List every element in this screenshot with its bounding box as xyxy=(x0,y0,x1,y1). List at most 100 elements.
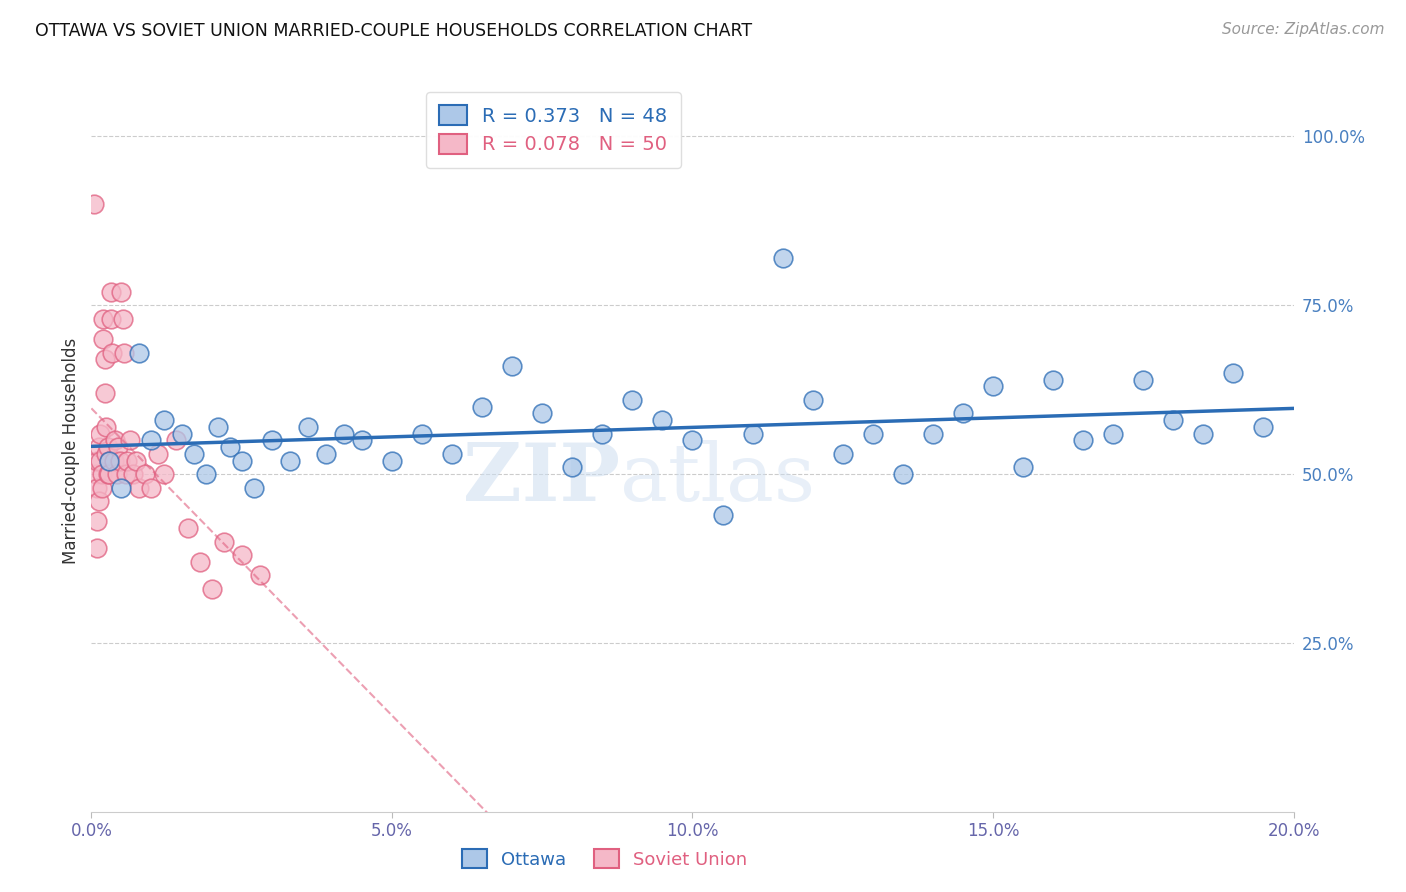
Point xyxy=(104,434,127,448)
Point xyxy=(96,447,118,461)
Point xyxy=(98,467,121,481)
Point xyxy=(165,434,187,448)
Point xyxy=(96,420,118,434)
Point xyxy=(86,453,108,467)
Point xyxy=(1161,413,1184,427)
Point xyxy=(231,548,253,562)
Point xyxy=(91,481,114,495)
Point xyxy=(117,453,139,467)
Point xyxy=(152,413,174,427)
Point xyxy=(1192,426,1215,441)
Point xyxy=(122,467,145,481)
Point xyxy=(100,285,122,299)
Point xyxy=(242,481,264,495)
Point xyxy=(110,453,132,467)
Point xyxy=(87,494,110,508)
Point xyxy=(651,413,673,427)
Point xyxy=(1012,460,1035,475)
Point xyxy=(1222,366,1244,380)
Point xyxy=(107,440,129,454)
Text: ZIP: ZIP xyxy=(464,441,620,518)
Point xyxy=(1071,434,1094,448)
Legend: R = 0.373   N = 48, R = 0.078   N = 50: R = 0.373 N = 48, R = 0.078 N = 50 xyxy=(426,92,681,168)
Point xyxy=(194,467,217,481)
Point xyxy=(97,467,120,481)
Point xyxy=(114,345,136,359)
Point xyxy=(98,453,121,467)
Point xyxy=(86,481,108,495)
Point xyxy=(128,345,150,359)
Point xyxy=(381,453,404,467)
Point xyxy=(152,467,174,481)
Point xyxy=(128,481,150,495)
Point xyxy=(260,434,283,448)
Point xyxy=(471,400,494,414)
Point xyxy=(89,440,111,454)
Point xyxy=(561,460,583,475)
Point xyxy=(952,406,974,420)
Point xyxy=(101,345,124,359)
Point xyxy=(681,434,703,448)
Point xyxy=(98,453,121,467)
Point xyxy=(146,447,169,461)
Point xyxy=(207,420,229,434)
Point xyxy=(741,426,763,441)
Point xyxy=(103,453,125,467)
Point xyxy=(801,392,824,407)
Text: atlas: atlas xyxy=(620,441,815,518)
Point xyxy=(297,420,319,434)
Point xyxy=(350,434,373,448)
Point xyxy=(891,467,914,481)
Point xyxy=(93,332,115,346)
Point xyxy=(183,447,205,461)
Point xyxy=(772,251,794,265)
Point xyxy=(188,555,211,569)
Point xyxy=(90,467,112,481)
Point xyxy=(86,514,108,528)
Point xyxy=(100,311,122,326)
Point xyxy=(170,426,193,441)
Point xyxy=(531,406,554,420)
Point xyxy=(591,426,613,441)
Point xyxy=(84,467,107,481)
Point xyxy=(278,453,301,467)
Point xyxy=(441,447,464,461)
Point xyxy=(97,440,120,454)
Point xyxy=(176,521,198,535)
Text: Source: ZipAtlas.com: Source: ZipAtlas.com xyxy=(1222,22,1385,37)
Point xyxy=(333,426,356,441)
Point xyxy=(120,434,142,448)
Point xyxy=(621,392,644,407)
Legend: Ottawa, Soviet Union: Ottawa, Soviet Union xyxy=(454,842,755,876)
Point xyxy=(231,453,253,467)
Point xyxy=(141,434,163,448)
Point xyxy=(201,582,224,596)
Point xyxy=(125,453,148,467)
Point xyxy=(218,440,240,454)
Text: OTTAWA VS SOVIET UNION MARRIED-COUPLE HOUSEHOLDS CORRELATION CHART: OTTAWA VS SOVIET UNION MARRIED-COUPLE HO… xyxy=(35,22,752,40)
Point xyxy=(411,426,433,441)
Point xyxy=(134,467,156,481)
Point xyxy=(249,568,271,582)
Point xyxy=(89,453,111,467)
Point xyxy=(93,352,115,367)
Point xyxy=(110,481,132,495)
Point xyxy=(981,379,1004,393)
Point xyxy=(86,541,108,556)
Point xyxy=(922,426,945,441)
Point xyxy=(105,467,128,481)
Point xyxy=(711,508,734,522)
Point xyxy=(89,426,111,441)
Point xyxy=(141,481,163,495)
Point xyxy=(1253,420,1275,434)
Point xyxy=(1132,373,1154,387)
Point xyxy=(1102,426,1125,441)
Y-axis label: Married-couple Households: Married-couple Households xyxy=(62,337,80,564)
Point xyxy=(212,534,235,549)
Point xyxy=(862,426,884,441)
Point xyxy=(83,197,105,211)
Point xyxy=(115,467,138,481)
Point xyxy=(501,359,523,373)
Point xyxy=(110,285,132,299)
Point xyxy=(94,386,117,401)
